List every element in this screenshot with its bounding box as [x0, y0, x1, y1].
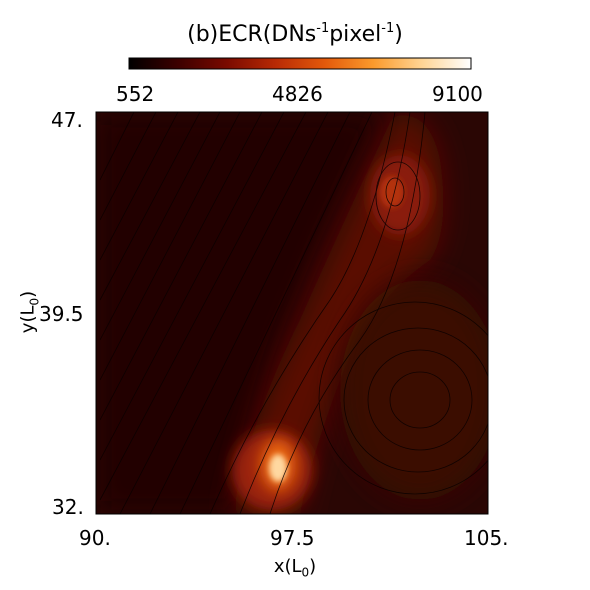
y-tick-top: 47.: [51, 108, 83, 132]
y-tick-mid: 39.5: [39, 302, 84, 326]
footpoint-core: [269, 454, 287, 482]
y-tick-bottom: 32.: [52, 495, 84, 519]
right-lobe: [340, 280, 488, 500]
plot-frame: [95, 111, 489, 515]
y-axis-label: y(L0): [17, 290, 42, 334]
colorbar-tick-mid: 4826: [272, 82, 323, 106]
contour-lines: [99, 112, 488, 514]
upper-kernel-core: [380, 176, 404, 208]
x-tick-left: 90.: [79, 526, 111, 550]
colorbar-tick-max: 9100: [432, 82, 483, 106]
x-tick-right: 105.: [464, 526, 509, 550]
x-axis-label: x(L0): [273, 556, 317, 580]
x-tick-mid: 97.5: [270, 526, 315, 550]
chart-title: (b)ECR(DNs-1pixel-1): [187, 21, 403, 47]
heatmap-image: [96, 112, 488, 514]
colorbar-tick-min: 552: [116, 82, 155, 106]
dark-region: [96, 112, 390, 514]
colorbar: [128, 57, 472, 70]
